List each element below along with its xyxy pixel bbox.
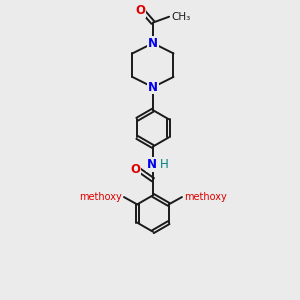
Text: methoxy: methoxy	[184, 192, 227, 202]
Text: N: N	[146, 158, 157, 171]
Text: CH₃: CH₃	[171, 12, 191, 22]
Text: O: O	[130, 163, 140, 176]
Text: H: H	[160, 158, 169, 171]
Text: methoxy: methoxy	[79, 192, 122, 202]
Text: O: O	[135, 4, 145, 17]
Text: N: N	[148, 81, 158, 94]
Text: N: N	[148, 37, 158, 50]
